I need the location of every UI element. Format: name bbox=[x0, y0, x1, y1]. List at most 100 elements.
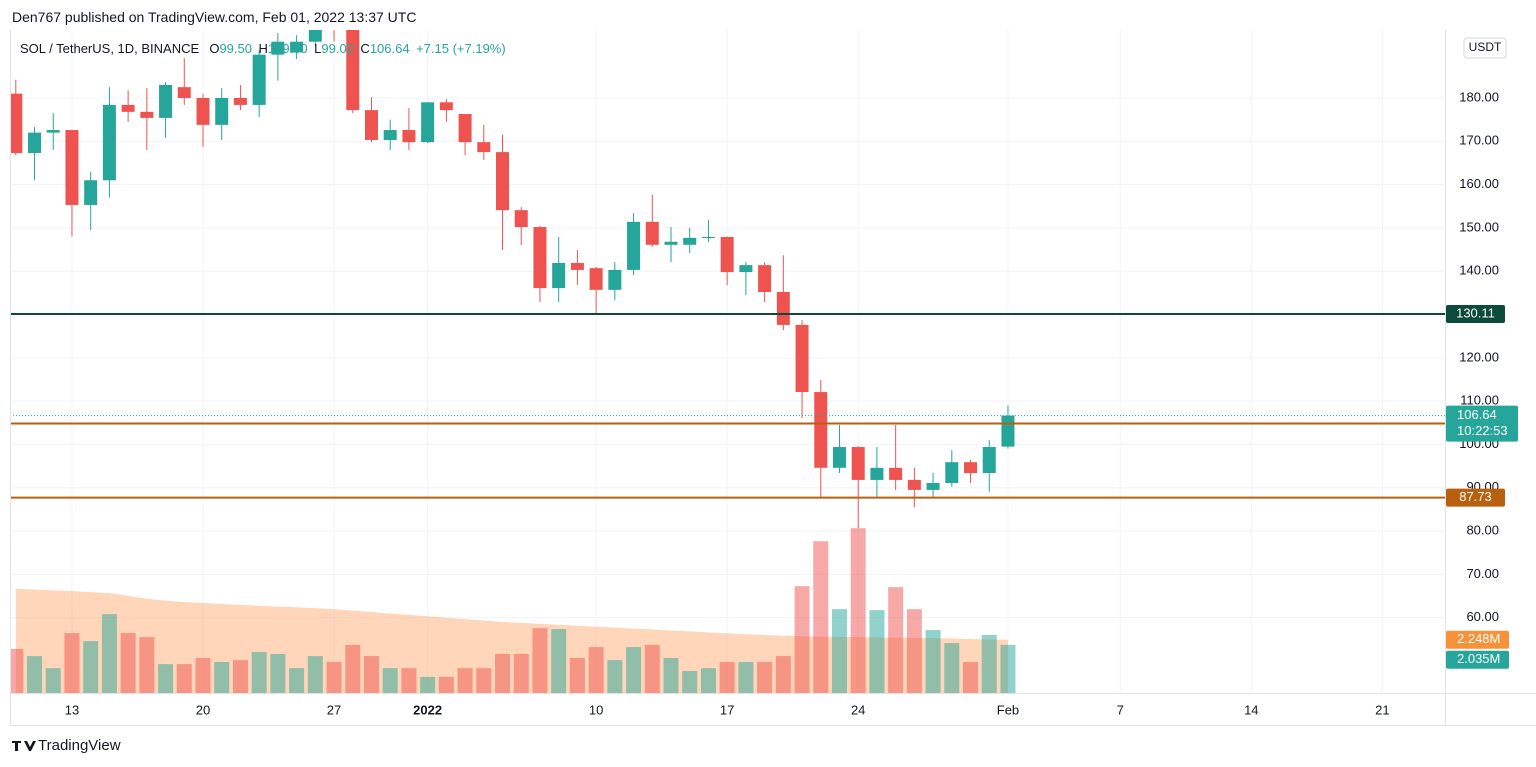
candle-body bbox=[308, 30, 322, 42]
candle-body bbox=[84, 180, 98, 205]
price-label: 106.64 bbox=[1457, 407, 1497, 422]
volume-bar bbox=[775, 656, 791, 693]
volume-bar bbox=[682, 670, 698, 693]
volume-bar bbox=[738, 661, 754, 693]
candle-body bbox=[271, 41, 285, 55]
candle-body bbox=[65, 130, 79, 205]
y-tick-label: 60.00 bbox=[1466, 609, 1499, 624]
level-label-box bbox=[1446, 488, 1505, 507]
candle-body bbox=[926, 482, 940, 490]
volume-bar bbox=[626, 647, 642, 693]
volume-bar bbox=[382, 668, 398, 693]
x-tick-label: 27 bbox=[327, 702, 341, 717]
volume-bar bbox=[345, 644, 361, 693]
volume-bar bbox=[813, 541, 829, 693]
volume-bar bbox=[363, 656, 379, 693]
volume-label-box bbox=[1446, 650, 1509, 669]
candle-body bbox=[383, 130, 397, 140]
volume-bar bbox=[195, 657, 211, 693]
volume-bar bbox=[139, 637, 155, 693]
candle-body bbox=[570, 262, 584, 270]
volume-bar bbox=[700, 668, 716, 693]
candle-body bbox=[982, 447, 996, 474]
volume-bar bbox=[420, 676, 436, 693]
candle-body bbox=[758, 265, 772, 292]
volume-bar bbox=[757, 661, 773, 693]
legend-key: O bbox=[209, 41, 220, 56]
candle-body bbox=[1001, 415, 1015, 447]
y-tick-label: 170.00 bbox=[1459, 133, 1499, 148]
volume-bar bbox=[232, 660, 248, 693]
y-tick-label: 120.00 bbox=[1459, 349, 1499, 364]
volume-bar bbox=[607, 660, 623, 693]
candle-body bbox=[290, 41, 304, 53]
candle-body bbox=[421, 102, 435, 143]
volume-bar bbox=[176, 664, 192, 693]
volume-bar bbox=[64, 633, 80, 693]
candle-body bbox=[964, 462, 978, 474]
legend-key: H bbox=[258, 41, 268, 56]
volume-bar bbox=[663, 657, 679, 693]
candle-body bbox=[907, 479, 921, 490]
volume-label: 2.035M bbox=[1457, 651, 1500, 666]
volume-bar bbox=[27, 656, 43, 693]
volume-bar bbox=[925, 630, 941, 693]
level-label: 130.11 bbox=[1456, 305, 1495, 320]
volume-bar bbox=[944, 643, 960, 693]
y-tick-label: 80.00 bbox=[1466, 522, 1499, 537]
legend-value: 99.02 bbox=[321, 41, 354, 56]
candle-body bbox=[645, 221, 659, 245]
x-tick-label: 10 bbox=[589, 702, 603, 717]
x-tick-label: 20 bbox=[196, 702, 210, 717]
candle-body bbox=[832, 447, 846, 468]
y-tick-label: 140.00 bbox=[1459, 263, 1499, 278]
candle-body bbox=[439, 102, 453, 111]
candle-body bbox=[720, 236, 734, 273]
volume-ma-label-box bbox=[1446, 630, 1509, 649]
volume-bar bbox=[251, 652, 267, 693]
currency-button[interactable] bbox=[1463, 37, 1507, 59]
volume-bar bbox=[270, 653, 286, 693]
candle-body bbox=[196, 97, 210, 125]
candle-body bbox=[814, 392, 828, 468]
candle-body bbox=[795, 324, 809, 393]
candle-body bbox=[402, 130, 416, 143]
candle-body bbox=[252, 54, 266, 105]
y-tick-label: 150.00 bbox=[1459, 219, 1499, 234]
candle-body bbox=[664, 241, 678, 245]
volume-bar bbox=[869, 610, 885, 693]
volume-ma-label: 2.248M bbox=[1457, 631, 1500, 646]
volume-bar bbox=[10, 648, 24, 693]
candle-body bbox=[364, 110, 378, 140]
volume-bar bbox=[513, 653, 529, 693]
candles bbox=[10, 24, 1015, 529]
price-label-box bbox=[1446, 405, 1518, 442]
volume-bar bbox=[457, 668, 473, 693]
volume-bar bbox=[120, 633, 136, 693]
volume-bar bbox=[888, 587, 904, 693]
candle-body bbox=[945, 462, 959, 483]
candle-body bbox=[701, 236, 715, 238]
x-tick-label: Feb bbox=[997, 702, 1019, 717]
candle-body bbox=[683, 237, 697, 245]
volume-bar bbox=[906, 609, 922, 693]
currency[interactable]: USDT bbox=[1469, 40, 1502, 54]
legend-value: 109.00 bbox=[267, 41, 308, 56]
legend-value: 106.64 bbox=[369, 41, 410, 56]
legend-change: +7.15 (+7.19%) bbox=[416, 41, 506, 56]
candle-body bbox=[328, 24, 341, 28]
brand-logo bbox=[12, 741, 36, 751]
volume-bar bbox=[326, 661, 342, 693]
volume-bar bbox=[850, 528, 866, 693]
y-tick-label: 160.00 bbox=[1459, 176, 1499, 191]
volume-bar bbox=[495, 653, 511, 693]
x-tick-label: 13 bbox=[65, 702, 79, 717]
volume-bar bbox=[981, 634, 997, 693]
candle-body bbox=[496, 152, 510, 211]
volume-bar bbox=[794, 586, 810, 693]
volume-bar bbox=[644, 644, 660, 693]
candle-body bbox=[739, 265, 753, 273]
candle-body bbox=[346, 30, 360, 111]
candle-body bbox=[552, 262, 566, 289]
